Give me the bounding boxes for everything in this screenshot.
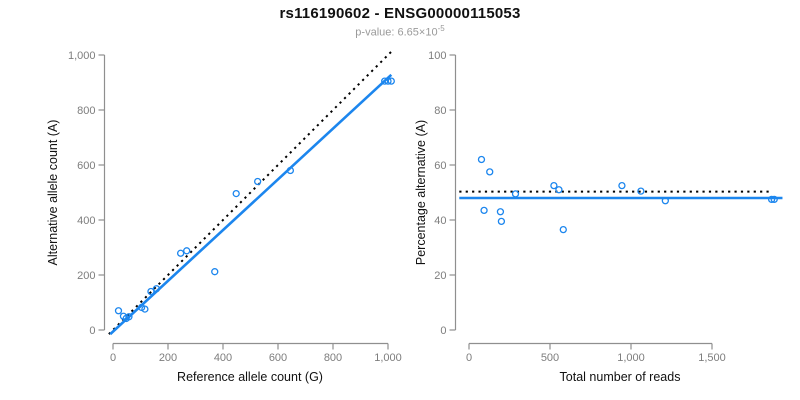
y-tick-label: 40 [434,215,446,227]
data-point [767,195,776,204]
y-tick-label: 20 [434,270,446,282]
data-point [480,206,488,215]
data-point [770,195,778,204]
y-tick-label: 0 [89,325,95,337]
data-point [618,181,626,190]
y-tick-label: 60 [434,160,446,172]
y-axis-title: Alternative allele count (A) [46,120,60,266]
x-tick-label: 400 [214,352,232,364]
y-tick-label: 400 [77,215,95,227]
x-tick-label: 200 [159,352,177,364]
data-point [286,166,295,175]
figure-title: rs116190602 - ENSG00000115053 [279,5,521,22]
data-point [555,186,563,194]
data-point [211,268,219,276]
x-tick-label: 0 [466,352,472,364]
data-point [152,285,161,293]
data-point [486,168,494,176]
data-point [114,307,123,315]
data-point [387,77,395,85]
p-value-exponent: -5 [437,24,445,33]
data-point [183,247,191,255]
data-point [496,208,505,216]
y-tick-label: 200 [77,270,95,282]
fit-line [109,73,393,336]
data-point [497,217,506,226]
data-point [125,313,133,321]
x-tick-label: 1,000 [374,352,402,364]
y-tick-label: 0 [440,325,446,337]
x-tick-label: 1,500 [698,352,726,364]
x-axis-title: Total number of reads [560,370,681,384]
data-point [559,225,567,234]
data-point [477,155,486,164]
x-tick-label: 800 [324,352,342,364]
left-chart-allele-counts: 0 200 400 600 800 1,000 0 200 400 600 800 1,000 Alte… [46,48,402,384]
x-tick-label: 1,000 [617,352,645,364]
y-tick-label: 80 [434,105,446,117]
data-point [147,287,155,296]
y-tick-label: 1,000 [68,50,96,62]
y-tick-label: 800 [77,105,95,117]
data-point [176,249,185,257]
p-value-text: p-value: 6.65×10 [355,26,438,39]
right-chart-percentage-reads: 0 20 40 60 80 100 0 500 1,000 1,500 Percentage alt… [414,50,783,384]
y-axis-title: Percentage alternative (A) [414,120,428,265]
x-tick-label: 0 [110,352,116,364]
identity-line [108,48,395,335]
x-tick-label: 600 [269,352,287,364]
x-axis-title: Reference allele count (G) [177,370,323,384]
data-point [511,190,520,198]
data-point [550,181,558,190]
data-point [384,77,392,85]
y-tick-label: 600 [77,160,95,172]
figure-subtitle: p-value: 6.65×10-5 [0,24,800,39]
data-point [253,177,262,186]
data-point [141,305,149,313]
data-point [232,189,240,198]
x-tick-label: 500 [541,352,559,364]
data-point [661,197,669,205]
y-tick-label: 100 [428,50,446,62]
data-point [637,187,645,195]
